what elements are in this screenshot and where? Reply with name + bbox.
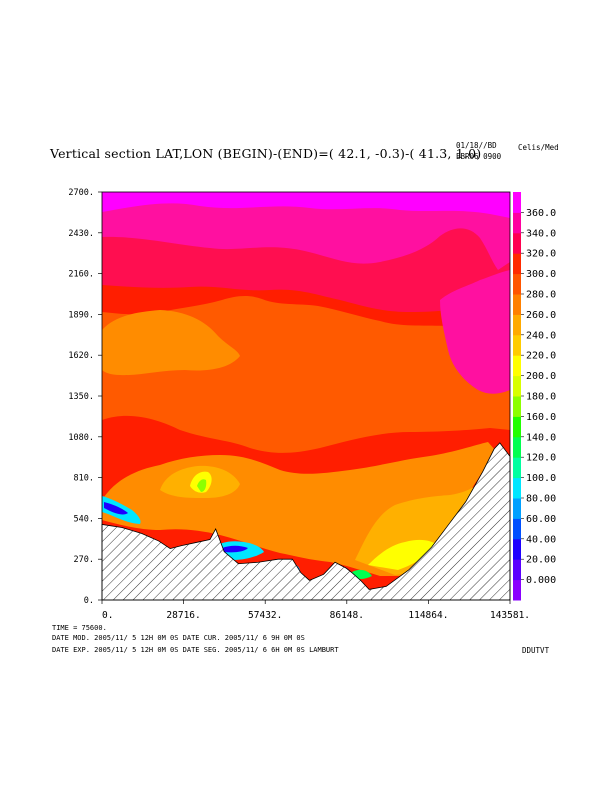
date-mod-line: DATE MOD. 2005/11/ 5 12H 0M 0S DATE CUR.… bbox=[52, 634, 305, 642]
field-cold-spot-valley-core bbox=[222, 545, 248, 553]
colorbar-swatch bbox=[513, 355, 521, 377]
colorbar-swatch bbox=[513, 212, 521, 234]
colorbar-label: 260.0 bbox=[526, 310, 556, 321]
units-label: Celis/Med bbox=[518, 143, 559, 152]
colorbar-swatch bbox=[513, 273, 521, 295]
run-id: EBR06 0900 bbox=[456, 152, 502, 161]
y-tick-label: 0. bbox=[84, 596, 94, 606]
y-tick-label: 1080. bbox=[68, 433, 94, 443]
colorbar-label: 180.0 bbox=[526, 392, 556, 403]
colorbar-swatch bbox=[513, 294, 521, 315]
colorbar-label: 80.00 bbox=[526, 494, 556, 505]
y-tick-label: 270. bbox=[74, 555, 94, 565]
colorbar-swatch bbox=[513, 375, 521, 397]
colorbar-label: 120.0 bbox=[526, 453, 556, 464]
time-label: TIME = 75600. bbox=[52, 624, 107, 632]
colorbar: 0.000 20.00 40.00 60.00 80.00 100.0 120.0 140.0… bbox=[513, 192, 556, 601]
colorbar-label: 280.0 bbox=[526, 290, 556, 301]
y-tick-label: 540. bbox=[74, 514, 94, 524]
colorbar-label: 300.0 bbox=[526, 269, 556, 280]
colorbar-label: 40.00 bbox=[526, 534, 556, 545]
colorbar-swatch bbox=[513, 477, 521, 499]
colorbar-swatch bbox=[513, 559, 521, 581]
plot-title: Vertical section LAT,LON (BEGIN)-(END)=(… bbox=[50, 146, 482, 161]
y-tick-label: 2430. bbox=[68, 229, 94, 239]
y-tick-label: 2700. bbox=[68, 188, 94, 198]
field-band-200-core bbox=[197, 479, 207, 492]
colorbar-label: 200.0 bbox=[526, 371, 556, 382]
colorbar-swatch bbox=[513, 192, 521, 213]
colorbar-label: 0.000 bbox=[526, 575, 556, 586]
date-exp-line: DATE EXP. 2005/11/ 5 12H 0M 0S DATE SEG.… bbox=[52, 646, 339, 654]
colorbar-swatch bbox=[513, 498, 521, 519]
colorbar-label: 160.0 bbox=[526, 412, 556, 423]
terrain-hatch bbox=[101, 442, 511, 601]
y-tick-label: 1620. bbox=[68, 351, 94, 361]
colorbar-swatch bbox=[513, 232, 521, 254]
colorbar-swatch bbox=[513, 538, 521, 560]
colorbar-swatch bbox=[513, 314, 521, 336]
field-cold-spot-west-core bbox=[104, 502, 128, 515]
y-tick-label: 1350. bbox=[68, 392, 94, 402]
colorbar-swatch bbox=[513, 579, 521, 601]
field-band-220-low bbox=[368, 539, 438, 570]
tag-label: DDUTVT bbox=[522, 646, 550, 655]
colorbar-swatch bbox=[513, 253, 521, 275]
colorbar-label: 20.00 bbox=[526, 555, 556, 566]
colorbar-swatch bbox=[513, 457, 521, 479]
x-tick-label: 57432. bbox=[248, 610, 282, 621]
x-tick-label: 143581. bbox=[490, 610, 530, 621]
colorbar-label: 340.0 bbox=[526, 228, 556, 239]
x-tick-label: 114864. bbox=[408, 610, 448, 621]
colorbar-swatch bbox=[513, 416, 521, 438]
colorbar-label: 60.00 bbox=[526, 514, 556, 525]
colorbar-swatch bbox=[513, 334, 521, 356]
run-date: 01/18//BD bbox=[456, 141, 497, 150]
y-tick-label: 810. bbox=[74, 474, 94, 484]
colorbar-swatch bbox=[513, 396, 521, 417]
colorbar-label: 220.0 bbox=[526, 351, 556, 362]
x-tick-label: 28716. bbox=[166, 610, 200, 621]
y-tick-label: 1890. bbox=[68, 310, 94, 320]
field-band-340-east bbox=[440, 270, 510, 394]
x-tick-label: 0. bbox=[102, 610, 113, 621]
colorbar-label: 320.0 bbox=[526, 249, 556, 260]
colorbar-swatch bbox=[513, 518, 521, 540]
colorbar-label: 140.0 bbox=[526, 432, 556, 443]
x-tick-label: 86148. bbox=[330, 610, 364, 621]
field-band-260-core bbox=[102, 310, 240, 376]
colorbar-label: 100.0 bbox=[526, 473, 556, 484]
colorbar-label: 240.0 bbox=[526, 330, 556, 341]
colorbar-swatch bbox=[513, 436, 521, 458]
colorbar-label: 360.0 bbox=[526, 208, 556, 219]
y-tick-label: 2160. bbox=[68, 270, 94, 280]
